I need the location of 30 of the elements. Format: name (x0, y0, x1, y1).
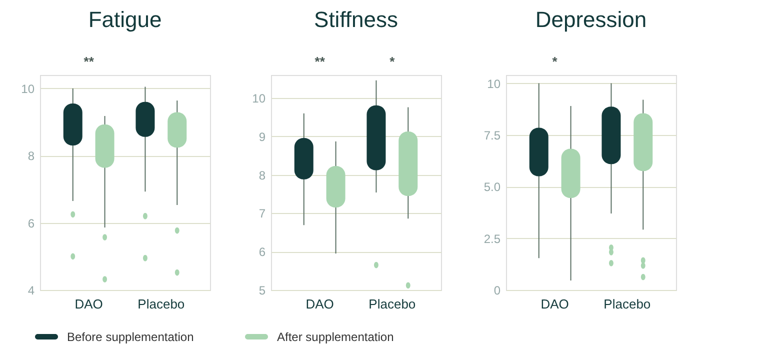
y-tick-label: 8 (258, 168, 266, 182)
text: ** (314, 54, 326, 69)
text: * (552, 54, 558, 69)
y-tick-label: 8 (28, 149, 35, 164)
x-tick-label: DAO (540, 296, 569, 312)
legend-label: Before supplementation (67, 330, 194, 344)
y-tick-label: 4 (28, 284, 35, 298)
y-tick-label: 10 (21, 82, 35, 96)
y-tick-label: 2.5 (484, 232, 501, 246)
y-tick-label: 10 (252, 92, 266, 106)
chart-title: Depression (535, 7, 647, 32)
x-tick-label: Placebo (368, 296, 416, 312)
y-tick-label: 7.5 (484, 128, 501, 142)
x-tick-label: DAO (306, 296, 334, 312)
y-tick-label: 9 (258, 130, 266, 144)
y-tick-label: 0 (494, 284, 501, 298)
chart-title: Stiffness (314, 7, 398, 32)
y-tick-label: 7 (258, 206, 266, 221)
chart-title: Fatigue (88, 7, 162, 32)
y-tick-label: 6 (258, 245, 266, 260)
x-tick-label: Placebo (138, 296, 185, 312)
legend-label: After supplementation (277, 330, 394, 344)
text: * (390, 54, 396, 69)
x-tick-label: DAO (74, 296, 103, 312)
y-tick-label: 5 (258, 284, 266, 298)
y-tick-label: 10 (487, 76, 501, 91)
x-tick-label: Placebo (604, 296, 651, 312)
text: ** (84, 54, 95, 69)
y-tick-label: 6 (28, 216, 35, 230)
y-tick-label: 5.0 (484, 180, 501, 194)
